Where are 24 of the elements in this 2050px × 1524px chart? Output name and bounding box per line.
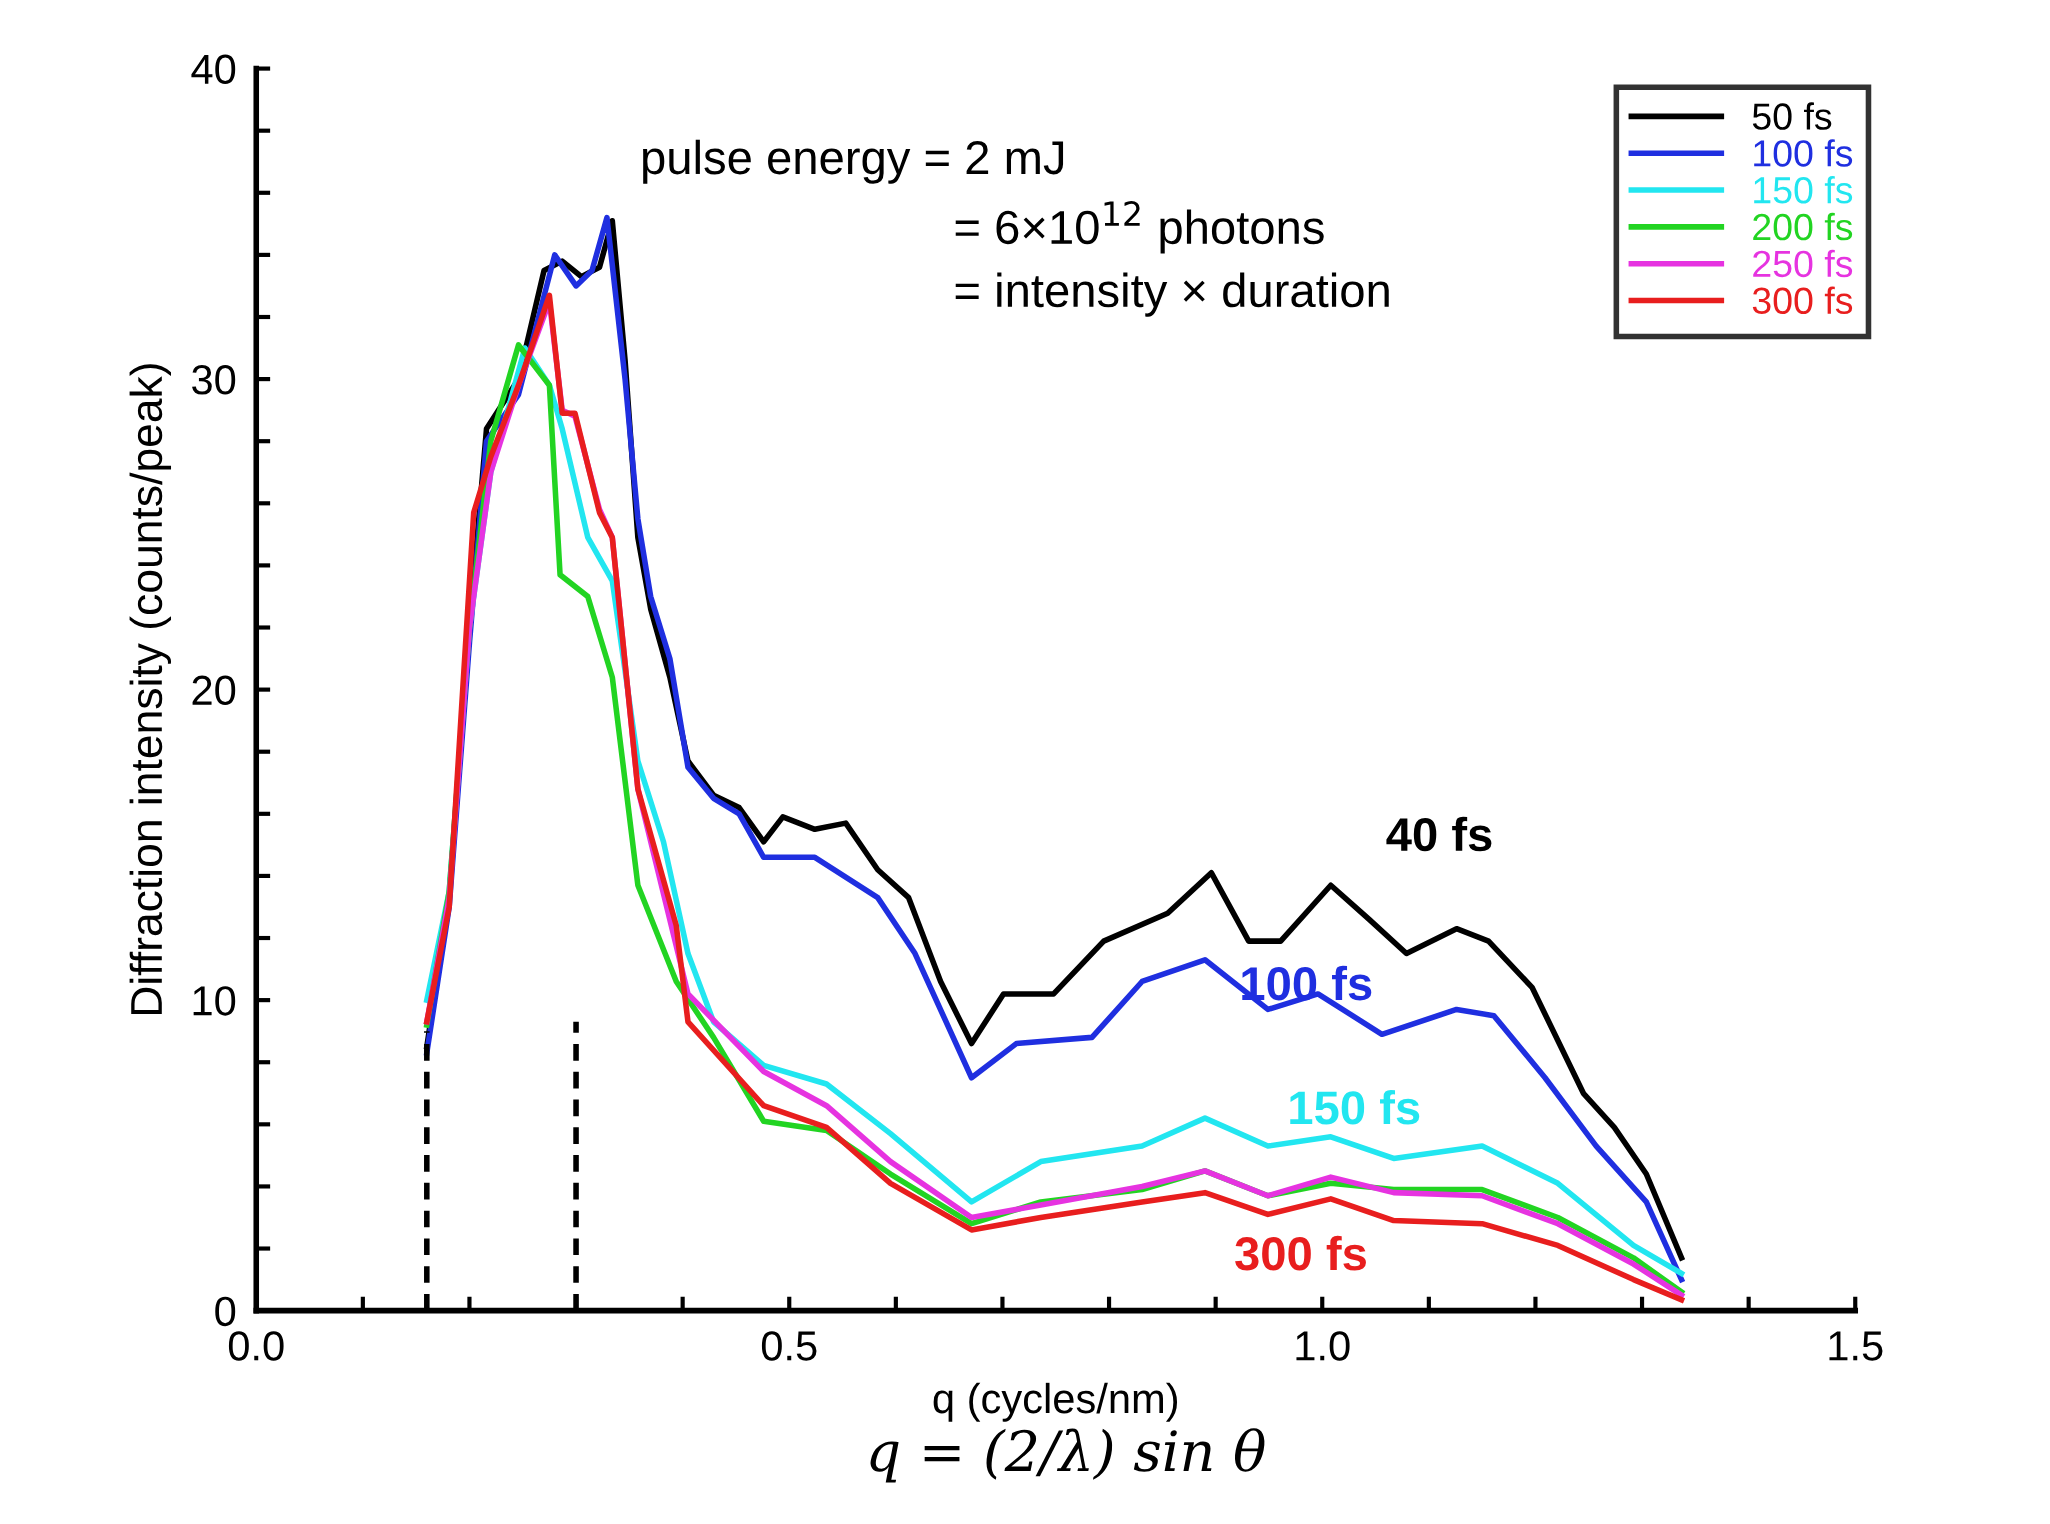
y-tick-label: 30	[192, 365, 236, 395]
x-tick-label: 1.5	[1829, 1331, 1883, 1361]
legend-label: 250 fs	[1753, 249, 1853, 278]
y-tick-label: 0	[215, 1296, 236, 1327]
text: q = (2/λ) sin θ	[870, 1428, 1265, 1483]
annotation: = 6×10$^{12}$ photons	[955, 201, 1324, 254]
x-tick-label: 0.5	[761, 1331, 817, 1361]
annotation: = intensity × duration	[955, 272, 1389, 317]
legend-label: 150 fs	[1754, 176, 1853, 204]
x-tick-label: 1.0	[1296, 1331, 1350, 1361]
annotation: 150 fs	[1290, 1089, 1420, 1125]
legend-label: 50 fs	[1752, 102, 1832, 130]
y-tick-label: 10	[193, 986, 236, 1016]
legend-label: 200 fs	[1753, 212, 1853, 241]
x-tick-label: 0.0	[228, 1331, 284, 1361]
legend-label: 100 fs	[1754, 139, 1853, 167]
y-tick-label: 20	[192, 675, 236, 706]
annotation: 40 fs	[1386, 816, 1492, 852]
annotation: pulse energy = 2 mJ	[643, 139, 1064, 184]
annotation: 300 fs	[1235, 1235, 1366, 1271]
x-axis-title: q (cycles/nm)	[933, 1382, 1178, 1422]
y-tick-label: 40	[191, 54, 236, 85]
legend-label: 300 fs	[1752, 286, 1853, 315]
y-axis-title: Diffraction intensity (counts/peak)	[129, 364, 172, 1015]
